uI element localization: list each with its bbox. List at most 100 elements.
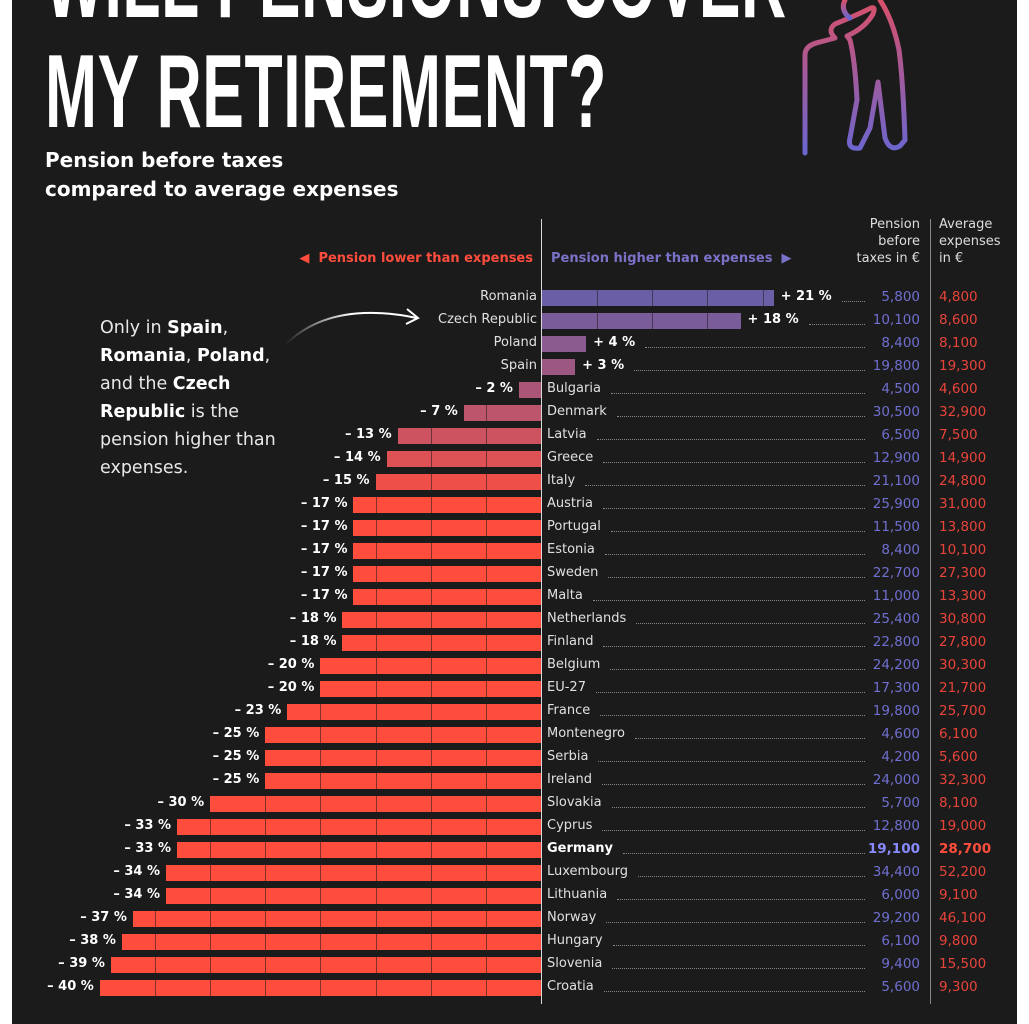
title-line-1: WILL PENSIONS COVER [45,0,787,34]
bar [320,658,541,674]
gridline [320,957,322,973]
gridline [375,842,377,858]
gridline [430,934,432,950]
country-label: Cyprus [547,818,593,833]
country-label: Malta [547,588,583,603]
expenses-value: 46,100 [939,910,987,926]
bar-value-label: – 38 % [69,933,116,948]
gridline [375,980,377,996]
country-label: Sweden [547,565,599,580]
dotted-leader [601,784,865,785]
gridline [210,957,212,973]
bar-value-label: – 34 % [113,864,160,879]
pension-value: 24,000 [872,772,920,788]
expenses-value: 19,000 [939,818,987,834]
bar [121,934,541,950]
gridline [265,911,267,927]
gridline [430,980,432,996]
annotation-highlight: Romania [100,346,186,366]
gridline [320,773,322,789]
pension-value: 11,000 [872,588,920,604]
gridline [375,773,377,789]
gridline [707,290,709,306]
country-label: Austria [547,496,593,511]
pension-value: 21,100 [872,473,920,489]
expenses-value: 21,700 [939,680,987,696]
gridline [265,842,267,858]
gridline [430,520,432,536]
gridline [485,405,487,421]
bar [342,612,541,628]
subtitle: Pension before taxes compared to average… [45,146,398,204]
bar [99,980,541,996]
gridline [430,727,432,743]
dotted-leader [636,623,865,624]
table-row: – 17 % Portugal 11,500 13,800 [0,518,1029,541]
gridline [375,727,377,743]
table-row: – 33 % Cyprus 12,800 19,000 [0,817,1029,840]
table-row: – 17 % Austria 25,900 31,000 [0,495,1029,518]
gridline [320,980,322,996]
expenses-value: 28,700 [939,841,992,857]
annotation-text: Only in Spain, Romania, Poland, and the … [100,314,300,482]
legend-higher: Pension higher than expenses ▶ [551,251,792,266]
country-label: Greece [547,450,594,465]
country-label: Spain [500,358,537,373]
country-label: Latvia [547,427,587,442]
table-row: – 34 % Lithuania 6,000 9,100 [0,886,1029,909]
gridline [485,612,487,628]
country-label: EU-27 [547,680,586,695]
dotted-leader [645,347,865,348]
bar-value-label: – 39 % [58,956,105,971]
gridline [430,796,432,812]
bar-value-label: – 25 % [212,772,260,787]
triangle-right-icon: ▶ [772,251,792,266]
subtitle-line-2: compared to average expenses [45,177,399,201]
bar [320,681,541,697]
bar [210,796,541,812]
gridline [210,888,212,904]
dotted-leader [638,876,865,877]
gridline [375,911,377,927]
bar [287,704,541,720]
gridline [430,474,432,490]
legend-lower-label: Pension lower than expenses [318,251,533,266]
gridline [375,589,377,605]
dotted-leader [841,301,865,302]
gridline [485,819,487,835]
bar [463,405,541,421]
bar-value-label: – 17 % [300,519,348,534]
expenses-value: 15,500 [939,956,987,972]
gridline [210,980,212,996]
table-row: – 17 % Sweden 22,700 27,300 [0,564,1029,587]
bar-value-label: – 17 % [300,542,348,557]
country-label: Belgium [547,657,601,672]
expenses-value: 27,300 [939,565,987,581]
table-row: + 18 % Czech Republic 10,100 8,600 [0,311,1029,334]
table-row: – 23 % France 19,800 25,700 [0,702,1029,725]
bar-value-label: – 17 % [300,565,348,580]
table-row: – 18 % Netherlands 25,400 30,800 [0,610,1029,633]
expenses-value: 4,600 [939,381,978,397]
gridline [430,773,432,789]
gridline [154,911,156,927]
bar [353,497,541,513]
bar [542,313,741,329]
table-row: + 4 % Poland 8,400 8,100 [0,334,1029,357]
gridline [320,934,322,950]
pension-value: 6,500 [881,427,920,443]
bar [353,589,541,605]
dotted-leader [603,462,865,463]
expenses-value: 9,800 [939,933,978,949]
bar-value-label: – 20 % [267,657,315,672]
pension-value: 5,700 [881,795,920,811]
bar-value-label: – 13 % [344,427,392,442]
bar-value-label: – 37 % [80,910,127,925]
gridline [375,957,377,973]
pension-value: 4,500 [881,381,920,397]
table-row: – 14 % Greece 12,900 14,900 [0,449,1029,472]
expenses-value: 5,600 [939,749,978,765]
gridline [485,957,487,973]
bar-value-label: + 21 % [780,289,832,304]
dotted-leader [635,738,865,739]
